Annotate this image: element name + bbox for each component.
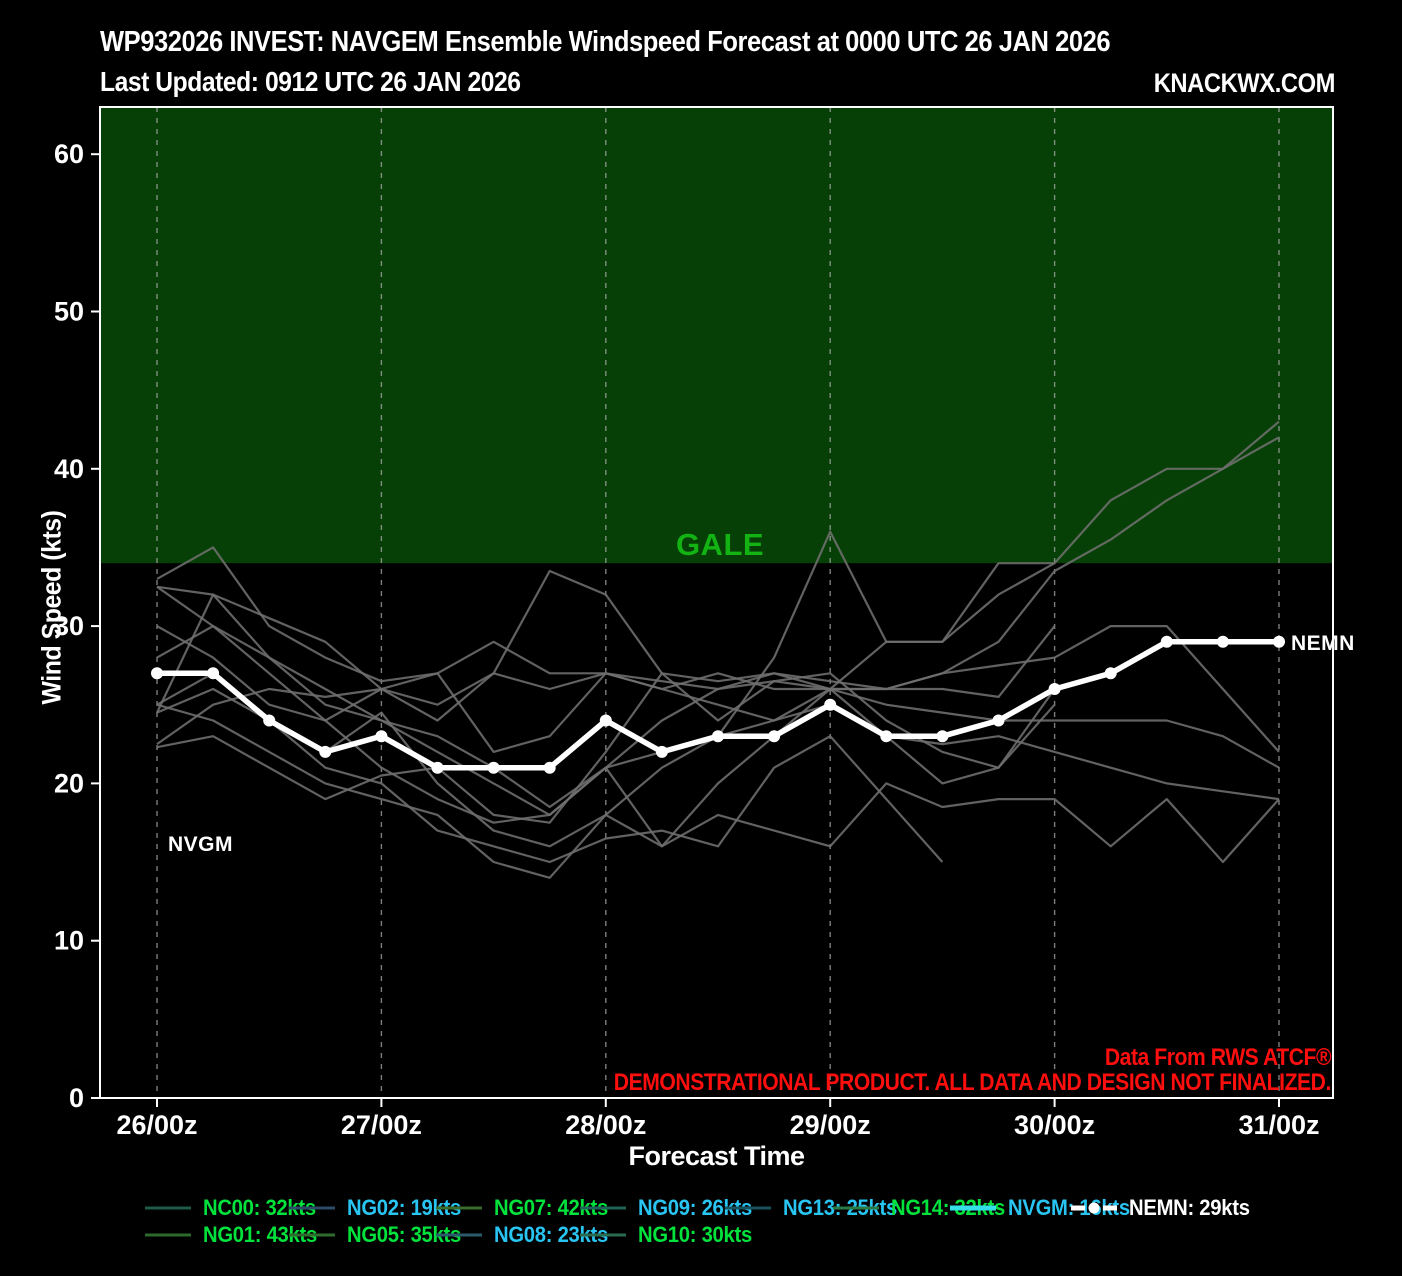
data-source-note: Data From RWS ATCF® xyxy=(1104,1044,1332,1071)
mean-point-30/12z xyxy=(1160,635,1173,648)
mean-point-29/12z xyxy=(936,730,949,743)
mean-point-26/18z xyxy=(319,745,332,758)
mean-point-27/00z xyxy=(375,730,388,743)
chart-subtitle: Last Updated: 0912 UTC 26 JAN 2026 xyxy=(100,66,521,97)
ensemble-line-NG13 xyxy=(156,625,1056,809)
ensemble-line-NG08 xyxy=(156,672,1280,848)
mean-point-28/00z xyxy=(599,714,612,727)
mean-point-30/00z xyxy=(1048,683,1061,695)
chart-title: WP932026 INVEST: NAVGEM Ensemble Windspe… xyxy=(100,26,1111,58)
mean-point-26/06z xyxy=(207,667,220,680)
x-tick-label-26/00z: 26/00z xyxy=(116,1110,197,1140)
ensemble-line-NG14 xyxy=(156,562,1056,722)
x-tick-label-29/00z: 29/00z xyxy=(790,1110,871,1140)
ensemble-line-NG02 xyxy=(156,585,1280,864)
mean-point-29/06z xyxy=(880,730,893,743)
mean-point-28/18z xyxy=(768,730,781,743)
mean-point-30/18z xyxy=(1216,635,1229,648)
x-tick-label-30/00z: 30/00z xyxy=(1014,1110,1095,1140)
y-tick-label-20: 20 xyxy=(54,768,84,798)
y-tick-label-50: 50 xyxy=(54,296,84,326)
ensemble-line-NG10 xyxy=(156,569,1056,714)
nemn-line-annotation: NEMN xyxy=(1291,632,1355,655)
x-axis-label: Forecast Time xyxy=(628,1141,805,1171)
x-tick-label-28/00z: 28/00z xyxy=(565,1110,646,1140)
mean-point-28/12z xyxy=(712,730,724,743)
mean-point-30/06z xyxy=(1104,667,1117,680)
disclaimer-note: DEMONSTRATIONAL PRODUCT. ALL DATA AND DE… xyxy=(613,1069,1332,1096)
y-tick-label-0: 0 xyxy=(69,1083,84,1113)
gale-region xyxy=(100,107,1333,564)
mean-point-28/06z xyxy=(655,745,668,758)
mean-point-29/18z xyxy=(992,714,1005,727)
y-tick-label-40: 40 xyxy=(54,454,84,484)
mean-point-27/18z xyxy=(543,761,556,774)
mean-point-27/12z xyxy=(487,761,500,774)
y-tick-label-30: 30 xyxy=(54,611,84,641)
x-tick-label-27/00z: 27/00z xyxy=(341,1110,422,1140)
y-axis-label: Wind Speed (kts) xyxy=(36,510,67,705)
plot-border xyxy=(99,106,1334,1099)
ensemble-line-NG09 xyxy=(156,672,1056,824)
nvgm-line-annotation: NVGM xyxy=(168,833,233,856)
y-tick-label-60: 60 xyxy=(54,139,84,169)
ensemble-line-NVGM xyxy=(156,687,944,864)
mean-point-31/00z xyxy=(1273,635,1285,648)
mean-point-29/00z xyxy=(824,698,837,711)
mean-point-27/06z xyxy=(431,761,444,774)
mean-point-26/00z xyxy=(151,667,163,680)
ensemble-line-NG05 xyxy=(156,672,1280,769)
y-tick-label-10: 10 xyxy=(54,926,84,956)
brand-watermark: KNACKWX.COM xyxy=(1153,68,1336,98)
x-tick-label-31/00z: 31/00z xyxy=(1238,1110,1319,1140)
gale-threshold-label: GALE xyxy=(675,527,765,562)
mean-point-26/12z xyxy=(263,714,276,727)
